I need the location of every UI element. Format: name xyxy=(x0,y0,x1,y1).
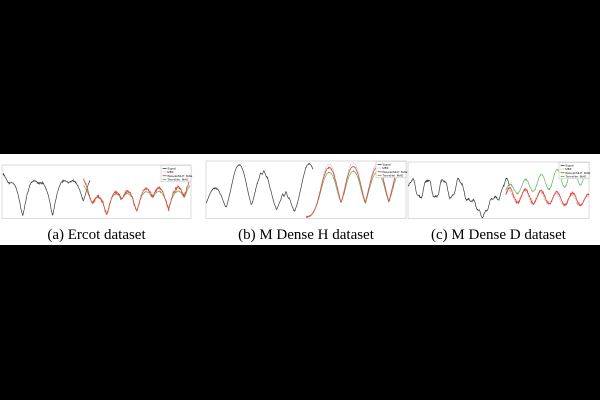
svg-text:TimesNet: MAE: TimesNet: MAE xyxy=(565,175,586,179)
svg-text:TimesNet: MAE: TimesNet: MAE xyxy=(382,174,403,178)
svg-text:TimesNet: MAE: TimesNet: MAE xyxy=(167,178,188,182)
